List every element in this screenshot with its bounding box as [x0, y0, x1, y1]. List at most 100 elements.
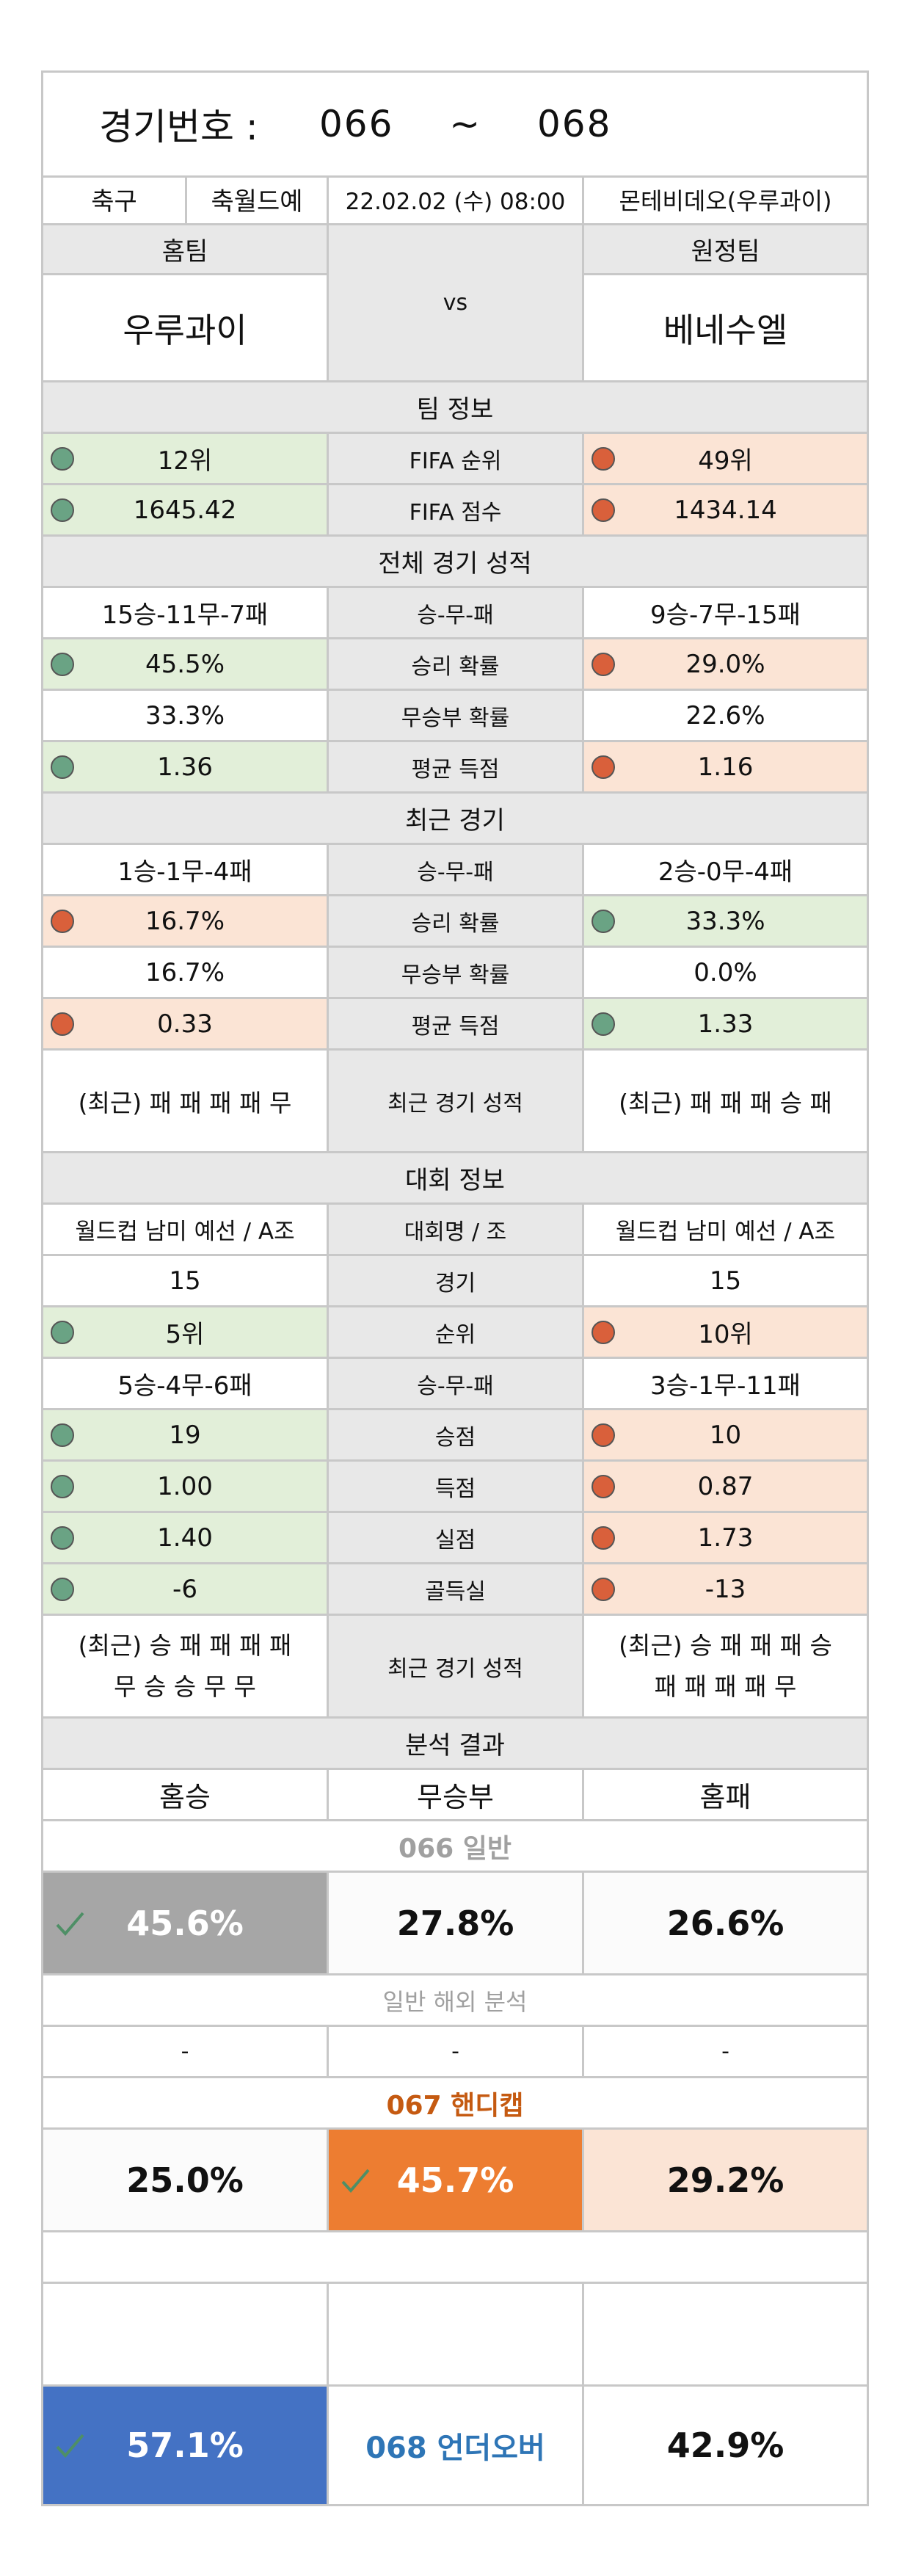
away-value: 2승-0무-4패	[584, 845, 867, 894]
stat-label: 승-무-패	[329, 1359, 584, 1408]
general-draw: 27.8%	[329, 1873, 584, 1973]
col-home-win: 홈승	[43, 1770, 329, 1819]
green-indicator-icon	[51, 1423, 74, 1447]
home-value: 19	[43, 1410, 329, 1459]
away-value: 10위	[584, 1307, 867, 1357]
stat-row-recent-avg-goals: 0.33 평균 득점 1.33	[43, 999, 867, 1051]
red-indicator-icon	[592, 1577, 615, 1601]
stat-label: 무승부 확률	[329, 948, 584, 997]
home-value: 33.3%	[43, 691, 329, 740]
stat-row-tournament-form: (최근) 승 패 패 패 패 무 승 승 무 무 최근 경기 성적 (최근) 승…	[43, 1616, 867, 1719]
empty-cell	[43, 2284, 329, 2384]
analysis-sheet: 경기번호 : 066 ~ 068 축구 축월드예 22.02.02 (수) 08…	[41, 70, 869, 2506]
green-indicator-icon	[51, 1525, 74, 1550]
green-indicator-icon	[592, 1012, 615, 1036]
home-value: -6	[43, 1564, 329, 1614]
home-team-label: 홈팀	[43, 225, 327, 275]
away-value: 0.87	[584, 1462, 867, 1511]
home-value: 1.40	[43, 1513, 329, 1562]
stat-row-draw-prob: 33.3% 무승부 확률 22.6%	[43, 691, 867, 742]
overseas-home-lose: -	[584, 2027, 867, 2076]
red-indicator-icon	[592, 498, 615, 522]
handicap-draw: 45.7%	[329, 2130, 584, 2230]
stat-label: FIFA 순위	[329, 434, 584, 483]
stat-label: 득점	[329, 1462, 584, 1511]
away-value: -13	[584, 1564, 867, 1614]
stat-row-recent-win-prob: 16.7% 승리 확률 33.3%	[43, 896, 867, 948]
general-title: 066 일반	[43, 1821, 867, 1871]
stat-row-record: 15승-11무-7패 승-무-패 9승-7무-15패	[43, 588, 867, 639]
section-title: 전체 경기 성적	[43, 537, 867, 586]
section-tournament: 대회 정보	[43, 1153, 867, 1205]
home-value: 월드컵 남미 예선 / A조	[43, 1205, 329, 1254]
home-team-cell: 홈팀 우루과이	[43, 225, 329, 380]
check-icon	[341, 2169, 370, 2193]
red-indicator-icon	[592, 1423, 615, 1447]
match-number-from: 066	[319, 103, 394, 145]
away-value: 15	[584, 1256, 867, 1305]
red-indicator-icon	[592, 652, 615, 676]
stat-row-fifa-rank: 12위 FIFA 순위 49위	[43, 434, 867, 485]
away-form-line2: 패 패 패 패 무	[654, 1672, 797, 1701]
section-title: 최근 경기	[43, 794, 867, 843]
col-home-lose: 홈패	[584, 1770, 867, 1819]
home-value: 1.00	[43, 1462, 329, 1511]
stat-label: 평균 득점	[329, 999, 584, 1048]
stat-label: 승리 확률	[329, 639, 584, 689]
stat-row-goal-diff: -6 골득실 -13	[43, 1564, 867, 1616]
overseas-values-row: - - -	[43, 2027, 867, 2078]
stat-label: 승-무-패	[329, 588, 584, 637]
underover-title: 068 언더오버	[329, 2387, 584, 2504]
green-indicator-icon	[51, 498, 74, 522]
green-indicator-icon	[51, 652, 74, 676]
stat-label: 최근 경기 성적	[329, 1051, 584, 1151]
stat-label: 최근 경기 성적	[329, 1616, 584, 1716]
stat-row-competition: 월드컵 남미 예선 / A조 대회명 / 조 월드컵 남미 예선 / A조	[43, 1205, 867, 1256]
red-indicator-icon	[51, 909, 74, 933]
away-team-cell: 원정팀 베네수엘	[584, 225, 867, 380]
stat-row-recent-record: 1승-1무-4패 승-무-패 2승-0무-4패	[43, 845, 867, 896]
match-datetime: 22.02.02 (수) 08:00	[329, 175, 584, 223]
stat-label: 승점	[329, 1410, 584, 1459]
col-draw: 무승부	[329, 1770, 584, 1819]
away-value: 1.16	[584, 742, 867, 791]
analysis-col-headers: 홈승 무승부 홈패	[43, 1770, 867, 1821]
stat-row-recent-draw-prob: 16.7% 무승부 확률 0.0%	[43, 948, 867, 999]
away-value: 1.33	[584, 999, 867, 1048]
stat-row-games: 15 경기 15	[43, 1256, 867, 1307]
green-indicator-icon	[51, 1474, 74, 1498]
general-title-row: 066 일반	[43, 1821, 867, 1873]
overseas-draw: -	[329, 2027, 584, 2076]
stat-row-goals-against: 1.40 실점 1.73	[43, 1513, 867, 1564]
away-value: 1.73	[584, 1513, 867, 1562]
home-value: 12위	[43, 434, 329, 483]
section-title: 대회 정보	[43, 1153, 867, 1202]
stat-label: FIFA 점수	[329, 485, 584, 534]
section-analysis: 분석 결과	[43, 1719, 867, 1770]
home-value: 15	[43, 1256, 329, 1305]
general-home-win: 45.6%	[43, 1873, 329, 1973]
handicap-values-row: 25.0% 45.7% 29.2%	[43, 2130, 867, 2232]
away-value: 22.6%	[584, 691, 867, 740]
away-value: 0.0%	[584, 948, 867, 997]
home-value: 1승-1무-4패	[43, 845, 329, 894]
empty-cell	[329, 2284, 584, 2384]
home-value: 5위	[43, 1307, 329, 1357]
away-form: (최근) 패 패 패 승 패	[584, 1051, 867, 1151]
handicap-home-lose: 29.2%	[584, 2130, 867, 2230]
stat-label: 평균 득점	[329, 742, 584, 791]
match-number-tilde: ~	[449, 103, 482, 145]
stat-label: 실점	[329, 1513, 584, 1562]
section-title: 분석 결과	[43, 1719, 867, 1768]
match-number-range: 066 ~ 068	[319, 103, 611, 145]
home-form-line1: (최근) 승 패 패 패 패	[78, 1630, 292, 1660]
general-values-row: 45.6% 27.8% 26.6%	[43, 1873, 867, 1975]
green-indicator-icon	[51, 755, 74, 779]
home-value: 1645.42	[43, 485, 329, 534]
stat-row-win-prob: 45.5% 승리 확률 29.0%	[43, 639, 867, 691]
match-info-row: 축구 축월드예 22.02.02 (수) 08:00 몬테비데오(우루과이)	[43, 175, 867, 225]
empty-cell	[584, 2284, 867, 2384]
empty-cell	[43, 2232, 867, 2282]
green-indicator-icon	[592, 909, 615, 933]
underover-values-row: 57.1% 068 언더오버 42.9%	[43, 2387, 867, 2504]
